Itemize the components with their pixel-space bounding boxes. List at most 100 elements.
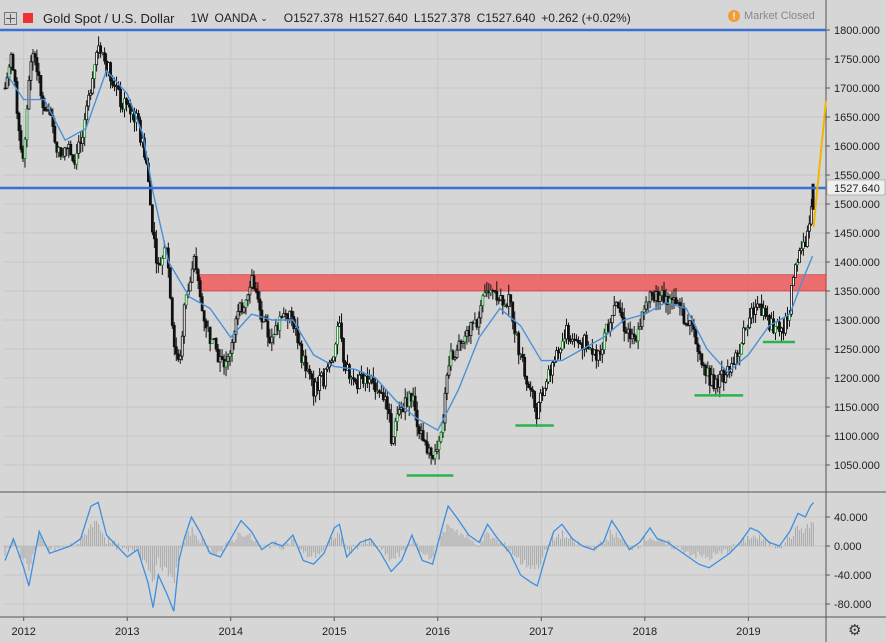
candle xyxy=(198,280,202,298)
candle xyxy=(602,332,606,350)
candle xyxy=(561,340,564,350)
candle xyxy=(326,366,329,370)
candle xyxy=(577,339,580,344)
candle xyxy=(248,286,252,296)
candle xyxy=(71,154,75,161)
interval-label[interactable]: 1W xyxy=(190,11,209,25)
candle xyxy=(698,351,702,355)
candle xyxy=(17,112,21,132)
price-tick-label: 1100.000 xyxy=(834,431,879,443)
candle xyxy=(15,81,19,114)
candle xyxy=(517,332,521,356)
candle xyxy=(435,449,439,452)
candle xyxy=(7,66,11,79)
candle xyxy=(421,430,425,441)
candle xyxy=(539,392,542,403)
candle xyxy=(616,301,620,309)
chevron-down-icon[interactable]: ⌄ xyxy=(260,12,268,23)
candle xyxy=(41,95,45,108)
add-symbol-icon[interactable] xyxy=(4,11,17,25)
candle xyxy=(437,440,441,450)
source-label[interactable]: OANDA xyxy=(214,11,258,25)
candle xyxy=(137,113,140,121)
candle xyxy=(567,325,570,340)
price-tick-label: 1550.000 xyxy=(834,170,880,182)
candle xyxy=(547,369,550,383)
price-tick-label: 1400.000 xyxy=(834,257,880,269)
candle xyxy=(509,294,513,303)
candle xyxy=(330,360,333,363)
candle xyxy=(13,69,17,82)
candle xyxy=(220,356,224,360)
candle xyxy=(278,316,282,331)
candle xyxy=(451,350,455,360)
candle xyxy=(196,269,200,282)
candle xyxy=(792,277,795,286)
candle xyxy=(272,334,276,338)
candle xyxy=(85,105,89,121)
candle xyxy=(644,301,648,310)
candle xyxy=(610,315,614,324)
price-tick-label: 1050.000 xyxy=(834,460,880,472)
candle xyxy=(807,223,811,232)
candle xyxy=(461,341,465,345)
candle xyxy=(358,374,361,390)
candle xyxy=(109,62,112,82)
candle xyxy=(479,305,483,319)
candle xyxy=(381,392,385,401)
candle xyxy=(304,355,308,372)
price-tick-label: 1500.000 xyxy=(834,199,880,211)
candle xyxy=(210,339,214,344)
gear-icon[interactable]: ⚙ xyxy=(848,622,862,639)
candle xyxy=(636,328,640,342)
osc-tick-label: -80.000 xyxy=(834,599,871,611)
candle xyxy=(612,305,616,316)
candle xyxy=(154,238,158,264)
candle xyxy=(184,294,188,306)
candle xyxy=(463,335,467,343)
candle xyxy=(75,152,79,165)
candle xyxy=(455,349,459,358)
candle xyxy=(622,317,626,332)
candle xyxy=(91,78,95,94)
candle xyxy=(805,230,809,247)
candle xyxy=(523,357,527,377)
candle xyxy=(674,297,678,304)
candle xyxy=(413,395,417,411)
candle xyxy=(336,326,339,345)
candle xyxy=(391,436,395,444)
time-tick-label: 2018 xyxy=(633,626,657,638)
candle xyxy=(493,290,497,292)
candle xyxy=(511,301,515,322)
candle xyxy=(148,181,152,206)
candle xyxy=(39,75,43,97)
candle xyxy=(774,326,777,334)
candle xyxy=(443,392,447,424)
candle xyxy=(216,348,220,363)
price-tick-label: 1650.000 xyxy=(834,112,880,124)
candle xyxy=(794,264,797,278)
candle xyxy=(417,426,421,435)
change-value: +0.262 (+0.02%) xyxy=(541,11,631,25)
candle xyxy=(23,139,27,159)
symbol-name[interactable]: Gold Spot / U.S. Dollar xyxy=(43,10,175,26)
candle xyxy=(188,281,192,292)
candle xyxy=(204,320,208,329)
candle xyxy=(61,155,65,158)
candle xyxy=(340,322,343,339)
candle-last xyxy=(811,183,815,210)
candle xyxy=(103,52,107,62)
candle xyxy=(252,275,256,290)
candle xyxy=(483,292,487,297)
market-status[interactable]: ! Market Closed xyxy=(728,10,815,22)
candle xyxy=(242,306,246,313)
candle xyxy=(224,361,228,368)
chart-header: Gold Spot / U.S. Dollar 1W OANDA ⌄ O1527… xyxy=(0,8,637,28)
price-tick-label: 1250.000 xyxy=(834,344,880,356)
candle xyxy=(377,390,381,393)
candle xyxy=(638,326,642,330)
candle xyxy=(298,342,302,345)
candle xyxy=(87,94,91,107)
candle xyxy=(433,451,437,460)
